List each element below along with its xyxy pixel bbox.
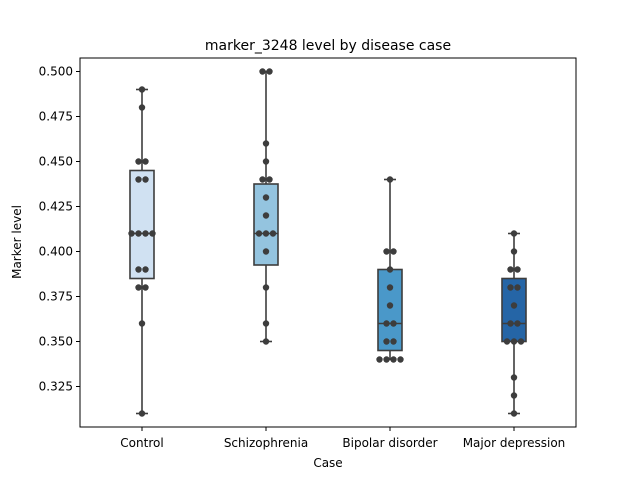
data-point	[507, 320, 514, 327]
data-point	[262, 140, 270, 147]
data-point	[390, 338, 397, 345]
data-point	[376, 356, 383, 363]
data-point	[510, 230, 518, 237]
data-point	[138, 104, 146, 111]
y-tick-label: 0.325	[39, 380, 73, 394]
x-tick-label: Control	[120, 436, 163, 450]
plot-frame	[79, 57, 577, 428]
data-point	[262, 248, 270, 255]
y-tick-label: 0.475	[39, 110, 73, 124]
data-point	[383, 338, 390, 345]
data-point	[390, 356, 397, 363]
x-tick-label: Bipolar disorder	[342, 436, 437, 450]
data-point	[510, 338, 518, 345]
y-tick-label: 0.375	[39, 290, 73, 304]
box-group-schizophrenia	[253, 70, 279, 343]
data-point	[266, 176, 273, 183]
box	[129, 169, 155, 280]
box-group-major-depression	[501, 232, 527, 415]
data-point	[255, 230, 263, 237]
data-point	[510, 410, 518, 417]
data-point	[262, 320, 270, 327]
chart-title: marker_3248 level by disease case	[205, 38, 451, 54]
box	[377, 268, 403, 352]
y-axis: 0.325 0.350 0.375 0.400 0.425 0.450 0.475 0.500	[39, 65, 80, 394]
data-point	[138, 320, 146, 327]
y-tick-label: 0.425	[39, 200, 73, 214]
y-tick-label: 0.400	[39, 245, 73, 259]
plot-area	[128, 68, 527, 417]
data-point	[386, 284, 394, 291]
data-point	[138, 410, 146, 417]
y-tick-label: 0.350	[39, 335, 73, 349]
data-point	[128, 230, 135, 237]
y-axis-label: Marker level	[10, 205, 24, 279]
data-point	[383, 320, 390, 327]
data-point	[142, 158, 149, 165]
y-tick-label: 0.450	[39, 155, 73, 169]
data-point	[135, 266, 142, 273]
data-point	[142, 176, 149, 183]
data-point	[262, 284, 270, 291]
data-point	[262, 338, 270, 345]
data-point	[390, 248, 397, 255]
data-point	[386, 302, 394, 309]
data-point	[149, 230, 156, 237]
data-point	[390, 320, 397, 327]
x-axis-label: Case	[313, 456, 342, 470]
data-point	[503, 338, 511, 345]
data-point	[135, 158, 142, 165]
data-point	[510, 248, 518, 255]
data-point	[383, 356, 390, 363]
data-point	[507, 284, 514, 291]
box-group-control	[129, 88, 155, 415]
y-tick-label: 0.500	[39, 65, 73, 79]
data-point	[135, 230, 142, 237]
data-point	[510, 374, 518, 381]
x-tick-label: Schizophrenia	[224, 436, 308, 450]
data-point	[262, 212, 270, 219]
box	[501, 277, 527, 343]
data-point	[262, 230, 270, 237]
data-point	[142, 266, 149, 273]
data-point	[262, 158, 270, 165]
data-point	[510, 302, 518, 309]
data-point	[142, 284, 149, 291]
data-point	[259, 68, 266, 75]
data-point	[262, 194, 270, 201]
data-point	[269, 230, 277, 237]
data-point	[142, 230, 149, 237]
data-point	[138, 86, 146, 93]
data-point	[514, 320, 521, 327]
x-axis: Control Schizophrenia Bipolar disorder Majo…	[120, 427, 565, 450]
data-point	[510, 392, 518, 399]
data-point	[135, 176, 142, 183]
data-point	[397, 356, 404, 363]
data-point	[383, 248, 390, 255]
data-point	[135, 284, 142, 291]
data-point	[386, 176, 394, 183]
data-point	[514, 284, 521, 291]
data-point	[507, 266, 514, 273]
data-point	[517, 338, 525, 345]
data-point	[386, 266, 394, 273]
data-point	[514, 266, 521, 273]
data-point	[266, 68, 273, 75]
data-point	[259, 176, 266, 183]
x-tick-label: Major depression	[463, 436, 566, 450]
